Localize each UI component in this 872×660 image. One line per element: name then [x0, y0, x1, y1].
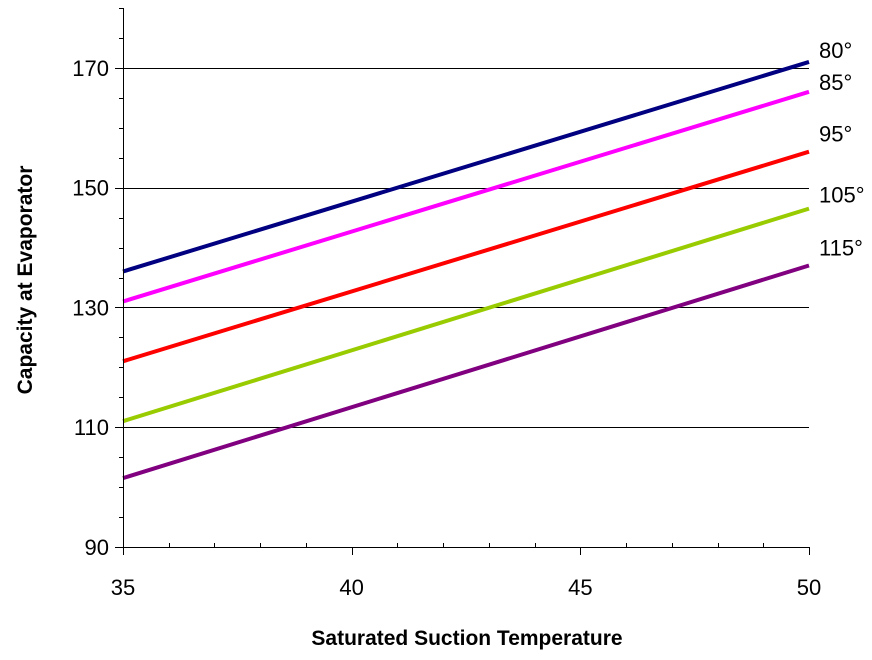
x-tick-label: 35 [111, 575, 135, 600]
series-label: 105° [819, 183, 865, 208]
series-line [122, 89, 810, 304]
series-label: 80° [819, 38, 852, 63]
x-tick-labels: 35 40 45 50 [111, 575, 821, 600]
series-label: 85° [819, 70, 852, 95]
series-label: 115° [819, 236, 863, 261]
gridlines [123, 68, 809, 428]
y-axis-title: Capacity at Evaporator [14, 166, 37, 395]
series-line [122, 206, 810, 424]
y-tick-label: 110 [74, 415, 109, 440]
series-line [122, 59, 810, 274]
axes [115, 8, 810, 555]
y-tick-label: 130 [72, 295, 109, 320]
series-line [122, 263, 810, 481]
series-labels: 80° 85° 95° 105° 115° [819, 38, 865, 261]
y-tick-label: 90 [85, 535, 109, 560]
y-tick-label: 150 [72, 176, 109, 201]
x-tick-label: 50 [797, 575, 821, 600]
series-line [122, 149, 810, 364]
x-tick-label: 45 [568, 575, 592, 600]
x-tick-label: 40 [339, 575, 363, 600]
series-lines [122, 59, 810, 481]
y-tick-labels: 90 110 130 150 170 [72, 56, 109, 560]
series-label: 95° [819, 122, 852, 147]
x-axis-title: Saturated Suction Temperature [311, 627, 622, 650]
y-tick-label: 170 [72, 56, 109, 81]
